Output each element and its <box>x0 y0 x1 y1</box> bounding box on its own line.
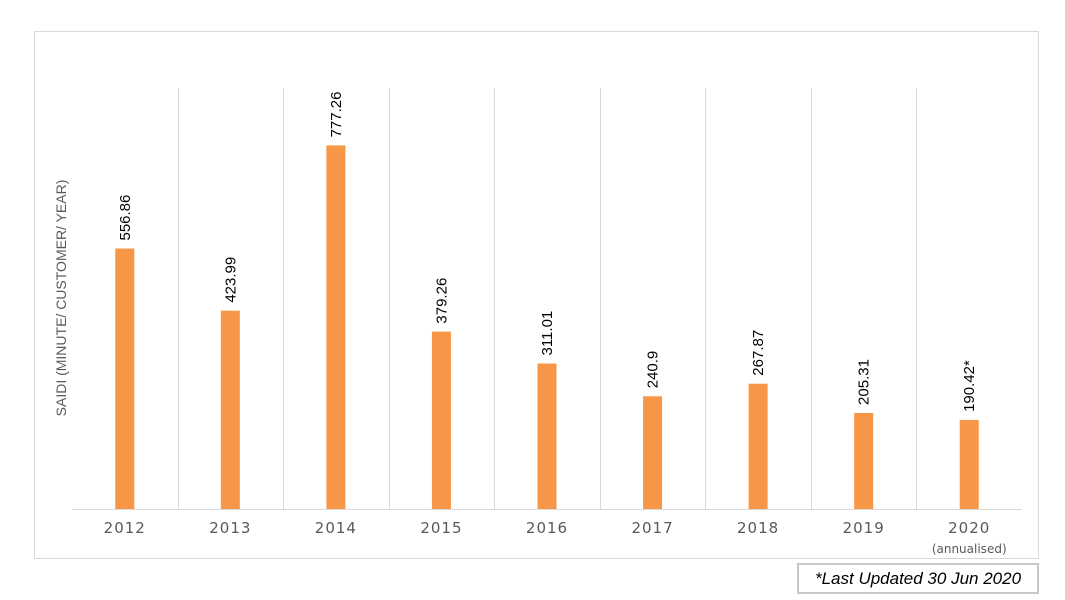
data-label-2017: 240.9 <box>645 351 662 389</box>
bar-2018 <box>748 383 768 509</box>
x-tick-2017: 2017 <box>631 519 673 537</box>
bar-2020 <box>959 419 979 509</box>
bar-2016 <box>537 363 557 509</box>
data-label-2016: 311.01 <box>539 311 556 356</box>
bar-2013 <box>220 310 240 509</box>
last-updated-note: *Last Updated 30 Jun 2020 <box>797 563 1039 594</box>
bars <box>115 145 979 510</box>
bar-2015 <box>431 331 451 509</box>
x-tick-2014: 2014 <box>315 519 357 537</box>
data-label-2013: 423.99 <box>222 257 239 303</box>
x-tick-2020: 2020 <box>948 519 990 537</box>
bar-2019 <box>854 412 874 509</box>
x-tick-sublabel-2020: (annualised) <box>932 542 1007 556</box>
bar-chart: 556.86 423.99 777.26 379.26 311.01 240.9 267.8… <box>53 88 1022 556</box>
data-label-2012: 556.86 <box>117 195 134 241</box>
x-tick-2015: 2015 <box>420 519 462 537</box>
x-tick-labels: 2012 2013 2014 2015 2016 2017 2018 2019 2020 (ann… <box>104 519 1007 556</box>
x-tick-2018: 2018 <box>737 519 779 537</box>
data-label-2020: 190.42* <box>961 360 978 412</box>
x-tick-2019: 2019 <box>843 519 885 537</box>
bar-2017 <box>643 396 663 509</box>
x-tick-2013: 2013 <box>209 519 251 537</box>
bar-2012 <box>115 248 135 510</box>
data-label-2019: 205.31 <box>856 359 873 405</box>
x-tick-2012: 2012 <box>104 519 146 537</box>
y-axis-label: SAIDI (MINUTE/ CUSTOMER/ YEAR) <box>53 180 69 417</box>
bar-2014 <box>326 145 346 509</box>
data-labels: 556.86 423.99 777.26 379.26 311.01 240.9 267.8… <box>117 92 978 412</box>
category-gridlines <box>178 88 917 509</box>
x-tick-2016: 2016 <box>526 519 568 537</box>
data-label-2014: 777.26 <box>328 92 345 138</box>
data-label-2018: 267.87 <box>750 330 767 376</box>
data-label-2015: 379.26 <box>433 278 450 324</box>
